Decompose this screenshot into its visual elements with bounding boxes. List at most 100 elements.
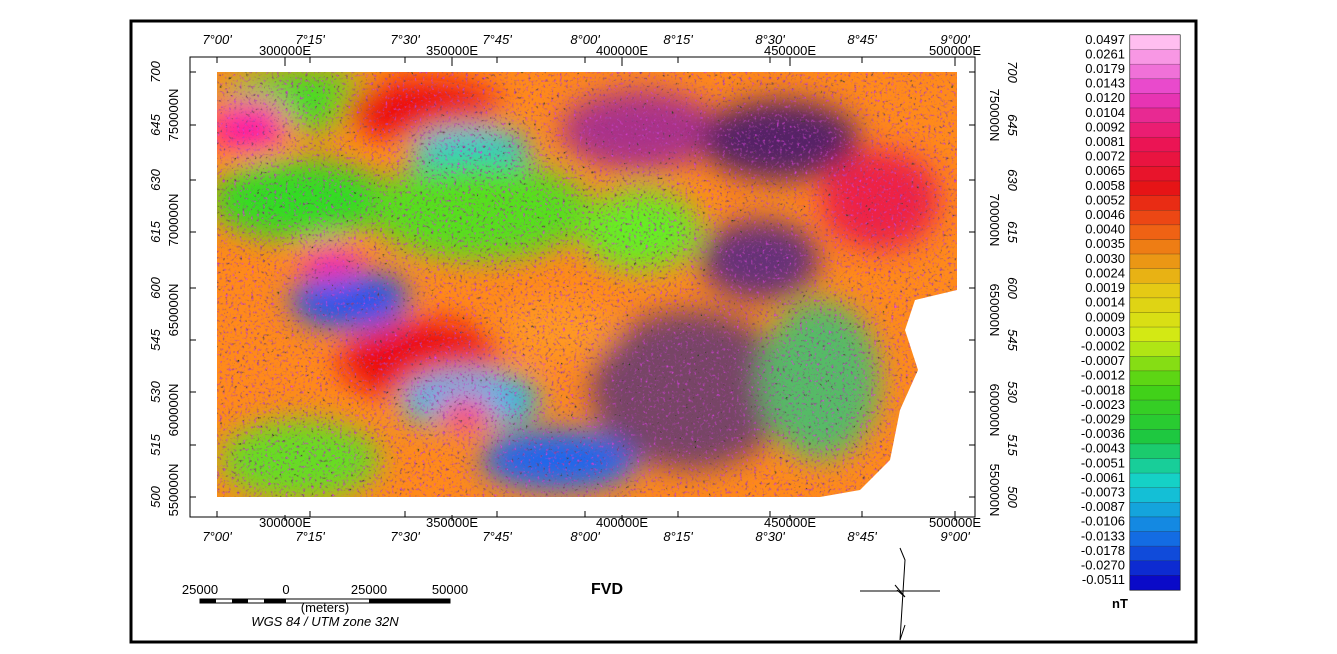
colorbar-bin <box>1129 210 1181 226</box>
colorbar-label: 0.0058 <box>1085 178 1125 193</box>
utm-label: 450000E <box>764 43 816 58</box>
northing-label: 750000N <box>166 89 181 142</box>
colorbar-bin <box>1129 107 1181 123</box>
colorbar-bin <box>1129 49 1181 65</box>
utm-label: 450000E <box>764 515 816 530</box>
latitude-label: 600 <box>1005 277 1020 299</box>
colorbar-label: 0.0046 <box>1085 207 1125 222</box>
map-raster <box>217 72 957 497</box>
latitude-label: 700 <box>148 60 163 82</box>
northing-label: 650000N <box>166 284 181 337</box>
utm-label: 300000E <box>259 43 311 58</box>
scale-bar-segment <box>369 599 450 603</box>
map-title: FVD <box>591 581 623 598</box>
colorbar-label: 0.0143 <box>1085 76 1125 91</box>
colorbar-bin <box>1129 122 1181 138</box>
utm-label: 400000E <box>596 43 648 58</box>
colorbar-label: -0.0133 <box>1081 528 1125 543</box>
latitude-label: 630 <box>1005 169 1020 191</box>
colorbar-bin <box>1129 239 1181 255</box>
northing-label: 700000N <box>166 194 181 247</box>
colorbar-label: -0.0043 <box>1081 441 1125 456</box>
colorbar-label: 0.0035 <box>1085 236 1125 251</box>
colorbar-label: -0.0002 <box>1081 338 1125 353</box>
degree-label: 8°15' <box>663 529 693 544</box>
northing-label: 750000N <box>987 89 1002 142</box>
colorbar-label: 0.0104 <box>1085 105 1125 120</box>
colorbar-label: 0.0030 <box>1085 251 1125 266</box>
degree-label: 8°45' <box>847 32 877 47</box>
colorbar-bin <box>1129 545 1181 562</box>
colorbar-label: -0.0106 <box>1081 514 1125 529</box>
utm-label: 300000E <box>259 515 311 530</box>
scale-label: 25000 <box>351 582 387 597</box>
colorbar-bin <box>1129 370 1181 386</box>
northing-label: 600000N <box>987 384 1002 437</box>
colorbar-bin <box>1129 78 1181 94</box>
colorbar-bin <box>1129 268 1181 284</box>
colorbar-label: 0.0014 <box>1085 295 1125 310</box>
latitude-label: 515 <box>1005 434 1020 456</box>
scale-label: 50000 <box>432 582 468 597</box>
colorbar-label: -0.0018 <box>1081 382 1125 397</box>
degree-label: 8°45' <box>847 529 877 544</box>
latitude-label: 500 <box>148 485 163 507</box>
colorbar-bin <box>1129 458 1181 474</box>
latitude-label: 530 <box>1005 381 1020 403</box>
colorbar-label: -0.0178 <box>1081 543 1125 558</box>
colorbar-bin <box>1129 385 1181 401</box>
projection: WGS 84 / UTM zone 32N <box>251 614 399 629</box>
colorbar-label: -0.0051 <box>1081 455 1125 470</box>
colorbar-bin <box>1129 502 1181 518</box>
latitude-label: 500 <box>1005 486 1020 508</box>
degree-label: 9°00' <box>940 529 970 544</box>
colorbar-label: 0.0261 <box>1085 46 1125 61</box>
latitude-label: 600 <box>148 276 163 298</box>
colorbar-bin <box>1129 224 1181 240</box>
colorbar-bin <box>1129 560 1181 576</box>
colorbar-label: 0.0072 <box>1085 149 1125 164</box>
colorbar-label: 0.0120 <box>1085 90 1125 105</box>
scale-unit: (meters) <box>301 600 349 615</box>
colorbar-label: -0.0270 <box>1081 558 1125 573</box>
colorbar-label: -0.0029 <box>1081 412 1125 427</box>
degree-label: 9°00' <box>940 32 970 47</box>
degree-label: 7°00' <box>202 32 232 47</box>
colorbar-label: 0.0019 <box>1085 280 1125 295</box>
degree-label: 7°15' <box>295 32 325 47</box>
colorbar-label: -0.0012 <box>1081 368 1125 383</box>
scale-label: 25000 <box>182 582 218 597</box>
colorbar-label: -0.0036 <box>1081 426 1125 441</box>
colorbar-label: 0.0024 <box>1085 265 1125 280</box>
latitude-label: 700 <box>1005 61 1020 83</box>
latitude-label: 645 <box>148 113 163 135</box>
scale-bar-segment <box>264 599 286 603</box>
colorbar-label: -0.0007 <box>1081 353 1125 368</box>
colorbar-bin <box>1129 297 1181 313</box>
colorbar-bin <box>1129 443 1181 459</box>
scale-label: 0 <box>282 582 289 597</box>
colorbar-bin <box>1129 487 1181 503</box>
latitude-label: 615 <box>148 220 163 242</box>
northing-label: 600000N <box>166 384 181 437</box>
degree-label: 7°30' <box>390 32 420 47</box>
northing-label: 650000N <box>987 284 1002 337</box>
latitude-label: 530 <box>148 380 163 402</box>
colorbar-bin <box>1129 136 1181 153</box>
northing-label: 700000N <box>987 194 1002 247</box>
colorbar-label: -0.0073 <box>1081 485 1125 500</box>
colorbar-bin <box>1129 63 1181 80</box>
latitude-label: 515 <box>148 433 163 455</box>
colorbar-bin <box>1129 341 1181 357</box>
colorbar-bin <box>1129 283 1181 299</box>
colorbar-label: 0.0009 <box>1085 309 1125 324</box>
colorbar-bin <box>1129 516 1181 532</box>
colorbar-label: 0.0081 <box>1085 134 1125 149</box>
north-arrow <box>860 547 940 641</box>
colorbar-unit: nT <box>1112 596 1128 611</box>
colorbar-bin <box>1129 531 1181 547</box>
colorbar-bin <box>1129 356 1181 372</box>
colorbar-bin <box>1129 472 1181 489</box>
colorbar-bin <box>1129 34 1181 50</box>
